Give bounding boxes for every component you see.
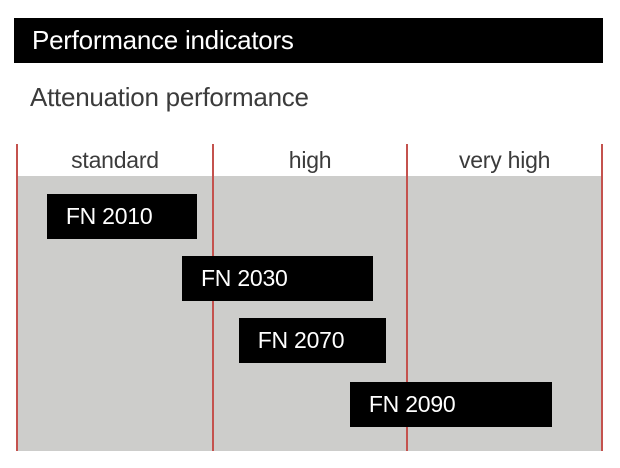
range-bar-label: FN 2010 [65, 203, 153, 229]
range-bar-label: FN 2070 [257, 327, 345, 353]
band-label-very-high: very high [458, 147, 551, 173]
page-title: Performance indicators [32, 25, 294, 55]
range-bar-FN-2010: FN 2010 [46, 194, 198, 239]
range-bar-FN-2090: FN 2090 [349, 382, 553, 427]
range-bar-label: FN 2090 [368, 391, 456, 417]
band-label-high: high [288, 147, 332, 173]
range-bar-FN-2030: FN 2030 [181, 256, 374, 301]
range-bar-label: FN 2030 [200, 265, 288, 291]
band-label-standard: standard [71, 147, 159, 173]
section-title: Attenuation performance [30, 82, 309, 112]
band-divider-line [16, 144, 18, 451]
band-divider-line [406, 144, 409, 451]
band-divider-line [601, 144, 603, 451]
header-bar: Performance indicators [14, 18, 603, 63]
range-bar-FN-2070: FN 2070 [238, 318, 387, 363]
